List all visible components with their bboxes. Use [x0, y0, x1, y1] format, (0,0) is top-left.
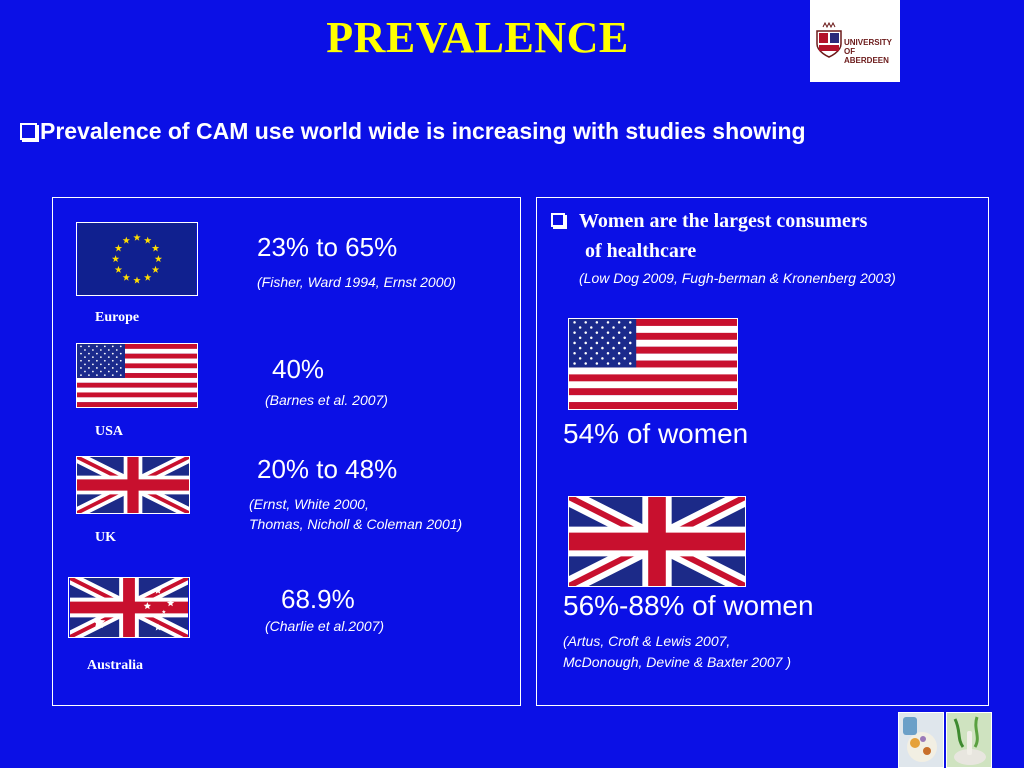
uk-stat: 20% to 48% [257, 454, 398, 484]
uk-women-stat: 56%-88% of women [563, 590, 814, 621]
uk-flag-icon [76, 456, 190, 514]
university-logo: UNIVERSITY OF ABERDEEN [810, 0, 900, 82]
women-heading-line1: Women are the largest consumers [579, 210, 868, 232]
eu-flag-icon [76, 222, 198, 296]
europe-label: Europe [95, 310, 140, 325]
uk-citation-line2: Thomas, Nicholl & Coleman 2001) [249, 516, 463, 532]
usa-women-stat: 54% of women [563, 418, 749, 449]
checkbox-bullet-icon [551, 213, 565, 227]
mortar-pestle-thumbnail [946, 712, 992, 768]
usa-flag-large-icon [568, 318, 738, 410]
right-panel [536, 197, 989, 706]
australia-flag-icon [68, 577, 190, 638]
europe-stat: 23% to 65% [257, 232, 398, 262]
uk-women-citation-line2: McDonough, Devine & Baxter 2007 ) [563, 654, 792, 670]
herbal-remedy-thumbnail [898, 712, 944, 768]
uk-women-citation-line1: (Artus, Croft & Lewis 2007, [563, 633, 731, 649]
australia-citation: (Charlie et al.2007) [265, 618, 385, 634]
usa-citation: (Barnes et al. 2007) [265, 392, 388, 408]
intro-bullet: Prevalence of CAM use world wide is incr… [20, 118, 806, 145]
intro-text: Prevalence of CAM use world wide is incr… [40, 118, 806, 144]
usa-label: USA [95, 424, 124, 439]
uk-label: UK [95, 530, 116, 545]
crest-crown-icon [822, 22, 836, 28]
europe-citation: (Fisher, Ward 1994, Ernst 2000) [257, 274, 456, 290]
checkbox-bullet-icon [20, 123, 37, 140]
australia-stat: 68.9% [281, 584, 355, 614]
uk-flag-large-icon [568, 496, 746, 587]
left-panel [52, 197, 521, 706]
slide-title: PREVALENCE [326, 13, 629, 62]
australia-label: Australia [87, 658, 143, 673]
women-heading: Women are the largest consumers [551, 208, 867, 234]
usa-flag-icon [76, 343, 198, 408]
usa-stat: 40% [272, 354, 325, 384]
women-heading-citation: (Low Dog 2009, Fugh-berman & Kronenberg … [579, 270, 896, 286]
crest-icon [816, 30, 842, 58]
logo-text: UNIVERSITY OF ABERDEEN [844, 38, 892, 65]
women-heading-line2: of healthcare [585, 240, 697, 262]
uk-citation-line1: (Ernst, White 2000, [249, 496, 369, 512]
